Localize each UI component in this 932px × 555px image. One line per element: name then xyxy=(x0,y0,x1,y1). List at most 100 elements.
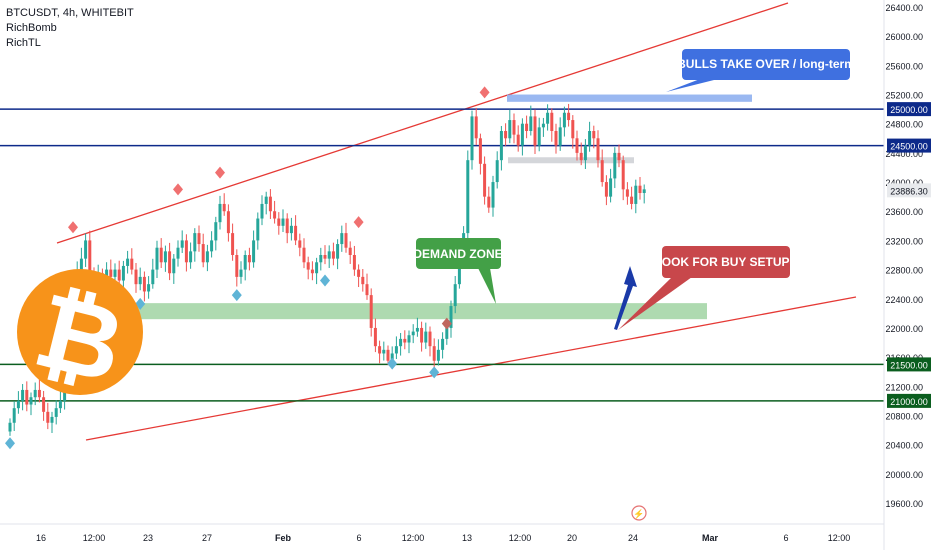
candle xyxy=(625,182,629,205)
candle-body xyxy=(8,422,12,432)
candle-body xyxy=(264,196,268,204)
candle-body xyxy=(218,203,222,223)
candle xyxy=(46,402,50,430)
candle xyxy=(218,195,222,230)
candle-body xyxy=(512,120,516,135)
candle-body xyxy=(394,346,398,354)
candle-body xyxy=(25,389,29,405)
candle-body xyxy=(168,251,172,274)
candle xyxy=(54,400,58,425)
candle-body xyxy=(235,255,239,277)
candle xyxy=(29,392,33,416)
candle-body xyxy=(617,152,621,161)
legend-symbol[interactable]: BTCUSDT, 4h, WHITEBIT xyxy=(6,7,134,19)
candle-body xyxy=(571,120,575,139)
candle-body xyxy=(197,233,201,245)
candle xyxy=(306,256,310,280)
candle xyxy=(176,240,180,267)
candle xyxy=(281,209,285,233)
candle xyxy=(247,247,251,271)
candle-body xyxy=(340,233,344,245)
callout-text: BULLS TAKE OVER / long-term xyxy=(677,57,855,71)
candle xyxy=(609,168,613,203)
y-tick-label: 24000.00 xyxy=(885,178,923,188)
candle xyxy=(382,341,386,361)
candle xyxy=(163,245,167,272)
candles xyxy=(8,103,646,436)
candle-body xyxy=(58,400,62,409)
candle-body xyxy=(495,160,499,183)
y-tick-label: 20400.00 xyxy=(885,441,923,451)
y-tick-label: 23200.00 xyxy=(885,236,923,246)
candle xyxy=(50,411,54,433)
candle xyxy=(634,179,638,214)
candle-body xyxy=(163,251,167,263)
y-tick-label: 24400.00 xyxy=(885,149,923,159)
candle-body xyxy=(638,185,642,193)
candle xyxy=(147,276,151,299)
candle-body xyxy=(411,331,415,336)
y-tick-label: 23600.00 xyxy=(885,207,923,217)
candle-body xyxy=(562,112,566,128)
candle-body xyxy=(273,211,277,219)
candle-body xyxy=(407,335,411,343)
marker-top xyxy=(173,183,183,196)
candle-body xyxy=(382,349,386,354)
candle xyxy=(512,113,516,144)
candle xyxy=(470,110,474,170)
candle-body xyxy=(373,327,377,347)
marker-top xyxy=(215,166,225,179)
candle xyxy=(344,222,348,253)
candle-body xyxy=(625,189,629,197)
candle-body xyxy=(138,276,142,285)
candle xyxy=(252,230,256,268)
candle-body xyxy=(554,131,558,146)
y-tick-label: 24800.00 xyxy=(885,120,923,130)
candle xyxy=(621,155,625,201)
candle-body xyxy=(630,196,634,204)
candle xyxy=(155,240,159,278)
candle xyxy=(336,239,340,270)
candle-body xyxy=(21,389,25,401)
candle xyxy=(537,117,541,152)
candle-body xyxy=(117,269,121,281)
price-label: 21500.00 xyxy=(890,360,928,370)
candle-body xyxy=(550,112,554,131)
candle xyxy=(365,273,369,300)
candle xyxy=(126,250,130,274)
candle-body xyxy=(344,233,348,248)
legend-indicator-richtl[interactable]: RichTL xyxy=(6,37,41,49)
candle-body xyxy=(268,196,272,212)
legend-indicator-richbomb[interactable]: RichBomb xyxy=(6,22,57,34)
candle xyxy=(378,340,382,364)
x-tick-label: 24 xyxy=(628,533,638,543)
x-tick-label: 6 xyxy=(783,533,788,543)
candle xyxy=(562,106,566,137)
candle-body xyxy=(79,258,83,270)
candle-body xyxy=(29,397,33,405)
candle xyxy=(483,156,487,205)
candle-body xyxy=(319,255,323,263)
candle-body xyxy=(520,123,524,146)
price-label: 24500.00 xyxy=(890,142,928,152)
candle-body xyxy=(277,218,281,226)
candle-body xyxy=(525,123,529,131)
candle-body xyxy=(457,258,461,285)
candle-body xyxy=(541,123,545,128)
candle xyxy=(411,324,415,344)
candle-body xyxy=(352,255,356,270)
candle xyxy=(189,242,193,269)
price-label-box xyxy=(887,102,931,117)
candle-body xyxy=(16,400,20,409)
candle xyxy=(256,212,260,250)
y-tick-label: 20000.00 xyxy=(885,470,923,480)
candle-body xyxy=(231,233,235,255)
x-tick-label: 12:00 xyxy=(83,533,106,543)
x-tick-label: 20 xyxy=(567,533,577,543)
candle-body xyxy=(436,349,440,361)
zone-bulls xyxy=(507,94,752,102)
candle-body xyxy=(336,244,340,259)
candle xyxy=(239,261,243,284)
